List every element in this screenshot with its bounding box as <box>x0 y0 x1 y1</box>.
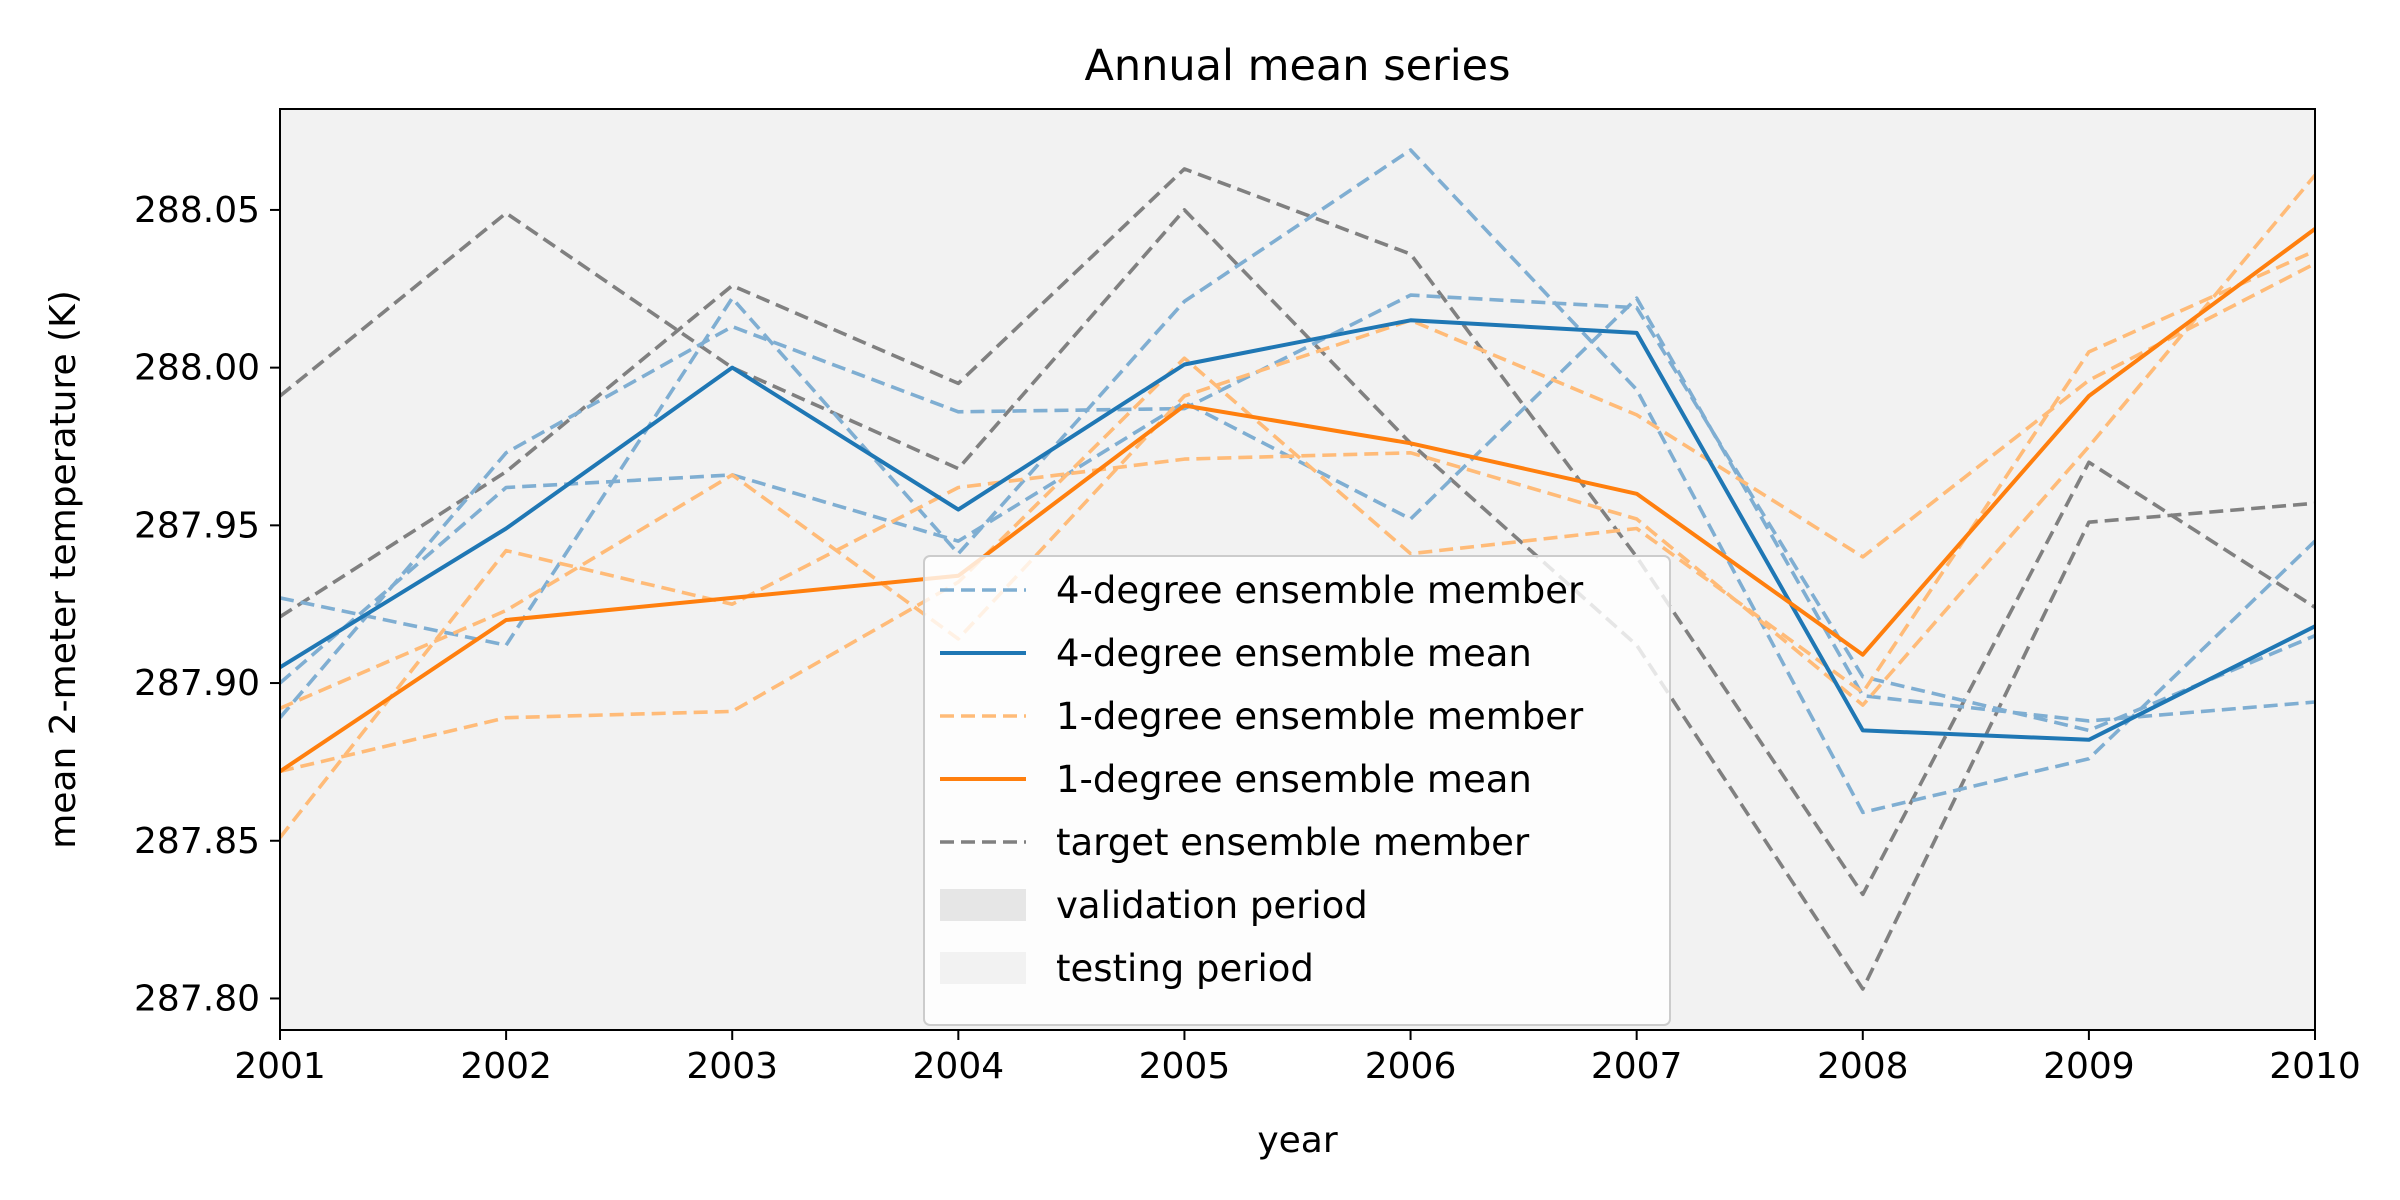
series-line-1deg-member <box>280 249 2315 774</box>
series-line-1deg-mean <box>280 227 2315 774</box>
x-tick-label: 2006 <box>1365 1046 1457 1087</box>
legend-label: target ensemble member <box>1056 821 1530 864</box>
y-tick-label: 287.85 <box>134 821 260 862</box>
legend-entry: testing period <box>940 947 1314 990</box>
y-tick-label: 287.95 <box>134 505 260 546</box>
legend-entry: target ensemble member <box>940 821 1530 864</box>
chart-title: Annual mean series <box>1084 41 1510 91</box>
x-tick-label: 2004 <box>913 1046 1005 1087</box>
x-tick-label: 2009 <box>2043 1046 2135 1087</box>
series-line-4deg-member <box>280 296 2315 723</box>
x-tick-label: 2010 <box>2269 1046 2361 1087</box>
x-tick-label: 2003 <box>686 1046 778 1087</box>
legend-box <box>923 555 1671 1026</box>
legend-label: 1-degree ensemble member <box>1056 695 1584 738</box>
x-tick-label: 2005 <box>1139 1046 1231 1087</box>
legend-entry: 1-degree ensemble member <box>940 695 1584 738</box>
series-line-4deg-member <box>280 293 2315 733</box>
legend-entry: 4-degree ensemble mean <box>940 632 1532 675</box>
y-tick-label: 288.00 <box>134 348 260 389</box>
series-line-1deg-member <box>280 262 2315 710</box>
legend-swatch <box>940 889 1026 921</box>
x-tick-label: 2007 <box>1591 1046 1683 1087</box>
series-line-target-member <box>280 208 2315 991</box>
series-line-1deg-member <box>280 174 2315 839</box>
x-tick-label: 2002 <box>460 1046 552 1087</box>
legend-label: 1-degree ensemble mean <box>1056 758 1532 801</box>
legend-label: 4-degree ensemble mean <box>1056 632 1532 675</box>
y-axis-label: mean 2-meter temperature (K) <box>43 290 84 849</box>
x-tick-label: 2001 <box>234 1046 326 1087</box>
legend-swatch <box>940 952 1026 984</box>
series-layer <box>280 148 2315 991</box>
legend: 4-degree ensemble member 4-degree ensembl… <box>923 555 1671 1026</box>
y-tick-label: 287.90 <box>134 663 260 704</box>
y-tick-label: 288.05 <box>134 190 260 231</box>
legend-label: testing period <box>1056 947 1314 990</box>
legend-entry: validation period <box>940 884 1368 927</box>
legend-label: validation period <box>1056 884 1368 927</box>
legend-entry: 1-degree ensemble mean <box>940 758 1532 801</box>
y-axis: 287.80 287.85 287.90 287.95 288.00 288.05 <box>134 190 280 1019</box>
series-line-target-member <box>280 167 2315 897</box>
legend-entry: 4-degree ensemble member <box>940 569 1584 612</box>
x-axis: 2001 2002 2003 2004 2005 2006 2007 2008 2009 2010 <box>234 1030 2361 1087</box>
x-tick-label: 2008 <box>1817 1046 1909 1087</box>
x-axis-label: year <box>1257 1120 1338 1161</box>
series-line-4deg-member <box>280 148 2315 815</box>
legend-label: 4-degree ensemble member <box>1056 569 1584 612</box>
series-line-4deg-mean <box>280 318 2315 742</box>
plot-frame <box>279 108 2316 1031</box>
y-tick-label: 287.80 <box>134 978 260 1019</box>
